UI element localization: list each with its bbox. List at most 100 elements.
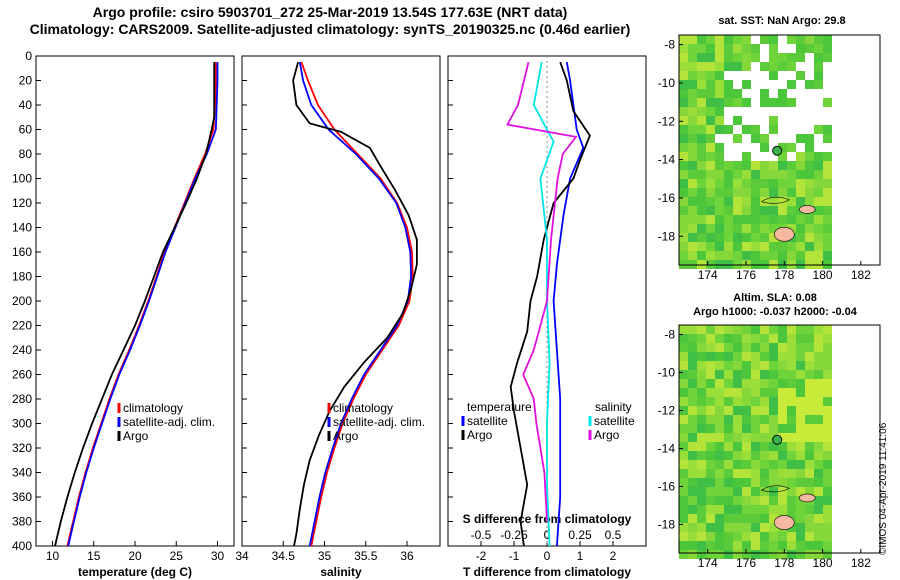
sst-map-cell [796,215,805,224]
sst-map-cell [805,35,814,44]
sst-map-cell [796,161,805,170]
sla-map-cell [724,505,733,514]
sst-map-cell [742,224,751,233]
sla-map-cell [733,523,742,532]
sst-map-cell [760,242,769,251]
sla-map-cell [679,388,688,397]
sst-map-cell [769,35,778,44]
sla-map-cell [697,496,706,505]
sla-map-cell [751,451,760,460]
sla-map-cell [814,388,823,397]
sst-map-cell [679,161,688,170]
figure-title-line2: Climatology: CARS2009. Satellite-adjuste… [29,21,631,37]
sst-map-cell [679,98,688,107]
sst-map-cell [778,206,787,215]
sla-map-cell [760,388,769,397]
sst-map-cell [751,215,760,224]
sla-map-cell [814,370,823,379]
sla-map-cell [778,532,787,541]
sst-map-cell [814,80,823,89]
sla-map-cell [697,442,706,451]
sla-map-cell [805,352,814,361]
sst-map-cell [751,179,760,188]
sst-map-cell [742,35,751,44]
sla-map-cell [823,478,832,487]
sst-map-cell [769,188,778,197]
sst-map-cell [814,53,823,62]
sla-map-cell [805,433,814,442]
sla-map-cell [751,505,760,514]
sst-map-cell [751,134,760,143]
sla-map-cell [805,469,814,478]
sst-map-cell [796,233,805,242]
sst-map-cell [706,206,715,215]
sla-map-cell [823,424,832,433]
sst-map-cell [760,170,769,179]
sla-map-ytick-label: -16 [658,480,676,494]
sla-map-cell [688,325,697,334]
sst-map-cell [796,179,805,188]
sla-map-title-line2: Argo h1000: -0.037 h2000: -0.04 [693,306,858,318]
sla-map-cell [697,343,706,352]
salinity-x-tick-label: 34 [235,549,249,563]
sst-map-cell [688,224,697,233]
sst-map-cell [751,197,760,206]
sla-map-cell [733,388,742,397]
sla-map-cell [760,406,769,415]
sla-map-cell [769,478,778,487]
sst-map-cell [679,53,688,62]
sst-map-cell [697,134,706,143]
sla-map-cell [688,460,697,469]
sla-map-cell [796,379,805,388]
sst-map-cell [769,98,778,107]
sst-map-cell [706,215,715,224]
sla-map-cell [706,451,715,460]
sla-map-cell [751,469,760,478]
sla-map-cell [760,397,769,406]
sst-map-title: sat. SST: NaN Argo: 29.8 [718,15,845,27]
sst-map-cell [823,215,832,224]
sla-map-cell [751,325,760,334]
sst-map-cell [715,53,724,62]
sla-map-cell [778,370,787,379]
sla-map-xtick-label: 174 [698,556,718,570]
sla-map-cell [814,343,823,352]
sst-map-cell [796,242,805,251]
sla-map-cell [679,469,688,478]
sla-map-cell [751,334,760,343]
sla-map-cell [715,424,724,433]
sla-map-cell [697,397,706,406]
sla-map-cell [769,469,778,478]
sst-map-cell [688,125,697,134]
sla-map-cell [715,451,724,460]
sst-map-cell [697,161,706,170]
sst-map-xtick-label: 178 [774,268,794,282]
sla-map-island-vanualevu [798,493,816,503]
sst-map-cell [688,44,697,53]
sla-map-reef-outline [761,485,791,493]
sla-map-cell [760,451,769,460]
sla-map-cell [742,361,751,370]
sst-map-cell [823,197,832,206]
sst-map-cell [787,251,796,260]
sla-map-cell [823,496,832,505]
sla-map-cell [715,478,724,487]
sla-map-cell [733,379,742,388]
sla-map-cell [688,334,697,343]
depth-tick-label: 60 [19,123,33,137]
sla-map-cell [742,424,751,433]
sla-map-cell [796,343,805,352]
sla-map-cell [760,370,769,379]
difference-x-tick-label: -2 [476,549,487,563]
sla-map-cell [688,514,697,523]
sst-map-cell [769,125,778,134]
sla-map-cell [787,361,796,370]
sla-map-cell [688,505,697,514]
sla-map-cell [715,541,724,550]
sla-map-cell [796,442,805,451]
difference-series-2 [532,61,555,547]
sst-map-cell [706,80,715,89]
sla-map-cell [751,397,760,406]
sst-map-cell [814,215,823,224]
